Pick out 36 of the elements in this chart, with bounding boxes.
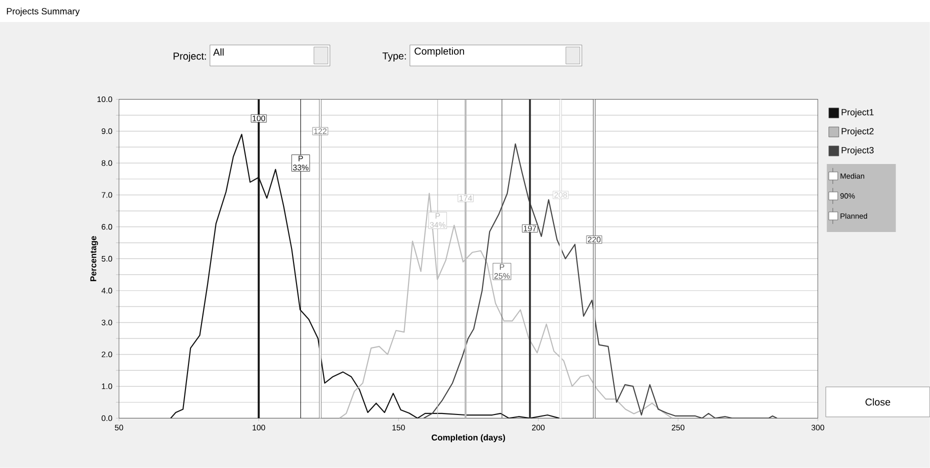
ref-line-label: 197 <box>524 226 536 232</box>
x-tick-label: 250 <box>672 424 684 430</box>
text: Close <box>866 398 890 406</box>
y-tick-label: 0.0 <box>102 415 112 422</box>
y-tick-label: 5.0 <box>102 256 112 262</box>
y-tick-label: 1.0 <box>102 384 112 390</box>
text: Completion <box>414 47 464 57</box>
legend-label: Project2 <box>842 128 874 136</box>
ref-line-label: 174 <box>460 195 472 201</box>
x-tick-label: 300 <box>811 424 824 430</box>
y-tick-label: 7.0 <box>102 192 112 198</box>
y-tick-label: 10.0 <box>97 96 112 102</box>
ref-line-label: P 33% <box>292 156 308 170</box>
y-tick-label: 3.0 <box>102 320 112 326</box>
y-tick-label: 2.0 <box>102 352 112 358</box>
text: Type: <box>382 52 406 62</box>
ref-line-label: 122 <box>314 128 327 134</box>
text: Projects Summary <box>6 8 80 16</box>
x-tick-label: 150 <box>392 424 405 430</box>
x-tick-label: 50 <box>114 424 124 430</box>
legend-label: Project3 <box>842 146 874 156</box>
ref-line-label: P 34% <box>430 213 446 228</box>
y-tick-label: 9.0 <box>102 128 112 134</box>
x-tick-label: 100 <box>252 424 266 430</box>
ref-line-label: 100 <box>252 116 266 122</box>
ref-line-label: 220 <box>588 236 601 242</box>
y-axis-title: Percentage <box>90 236 98 282</box>
y-tick-label: 8.0 <box>102 160 112 166</box>
text: All <box>213 48 224 56</box>
legend-label: Project1 <box>842 108 874 118</box>
text: Project: <box>174 52 206 62</box>
y-tick-label: 6.0 <box>102 224 112 230</box>
y-tick-label: 4.0 <box>102 288 112 294</box>
ref-line-label: P 25% <box>494 264 510 279</box>
x-axis-title: Completion (days) <box>432 434 506 442</box>
x-tick-label: 200 <box>532 424 545 430</box>
